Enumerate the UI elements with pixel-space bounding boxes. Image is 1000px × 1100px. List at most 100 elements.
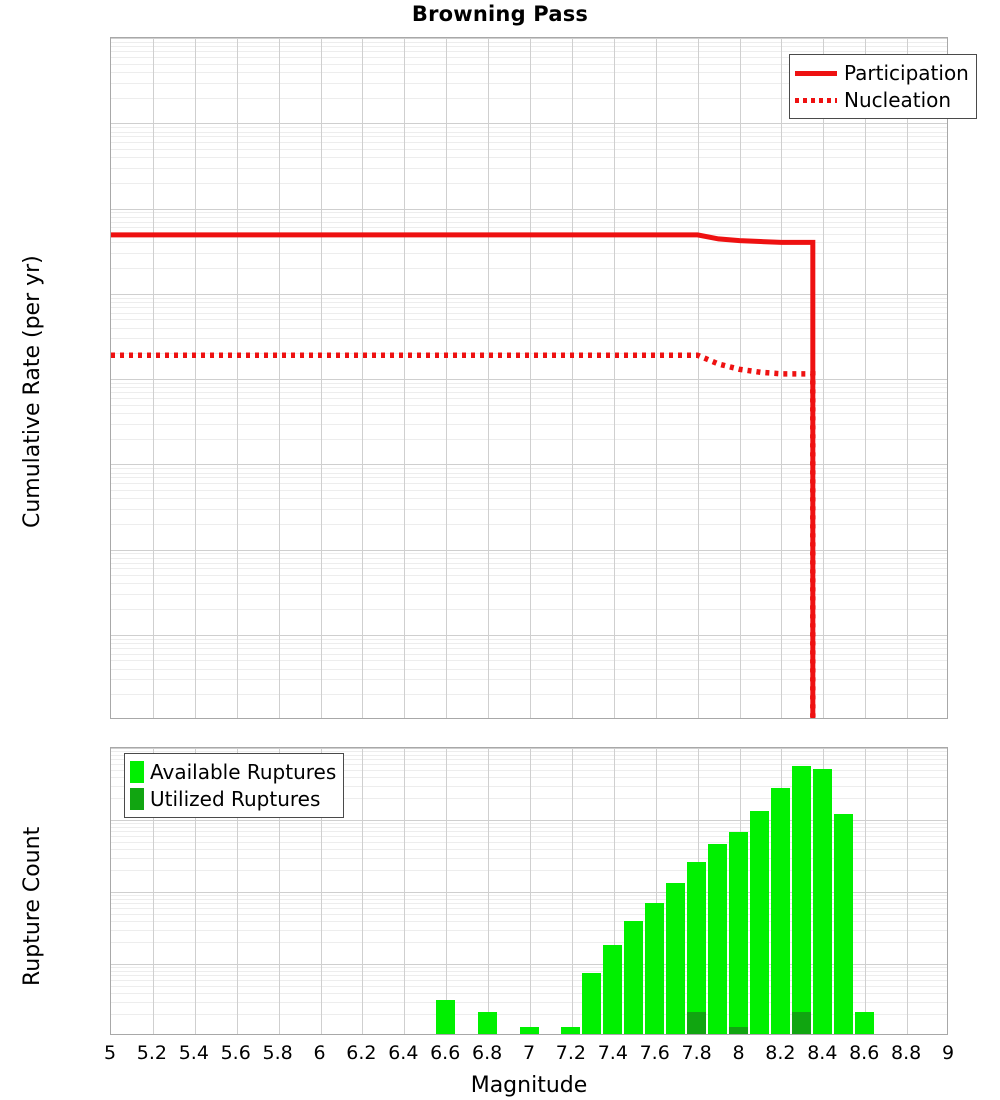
bottom-panel-legend: Available Ruptures Utilized Ruptures [124,753,345,818]
minor-gridline [111,473,947,474]
vertical-gridline [823,38,824,718]
minor-gridline [111,242,947,243]
minor-gridline [111,72,947,73]
legend-swatch-icon [130,760,144,783]
minor-gridline [111,142,947,143]
major-gridline [111,123,947,124]
minor-gridline [111,328,947,329]
minor-gridline [111,639,947,640]
vertical-gridline [362,748,363,1034]
minor-gridline [111,439,947,440]
rupture-bar [603,945,622,1034]
minor-gridline [111,253,947,254]
major-gridline [111,379,947,380]
minor-gridline [111,222,947,223]
x-tick-label: 7.4 [597,1042,628,1064]
x-tick-label: 7 [522,1042,536,1064]
x-tick-label: 7.8 [681,1042,712,1064]
vertical-gridline [362,38,363,718]
minor-gridline [111,583,947,584]
vertical-gridline [530,748,531,1034]
minor-gridline [111,908,947,909]
minor-gridline [111,83,947,84]
minor-gridline [111,942,947,943]
vertical-gridline [572,38,573,718]
rupture-bar [792,766,811,1034]
minor-gridline [111,524,947,525]
minor-gridline [111,764,947,765]
minor-gridline [111,777,947,778]
minor-gridline [111,967,947,968]
x-tick-label: 8.2 [765,1042,796,1064]
vertical-gridline [656,38,657,718]
vertical-gridline [656,748,657,1034]
x-tick-label: 5.8 [262,1042,293,1064]
minor-gridline [111,387,947,388]
rate-curves [111,232,816,718]
minor-gridline [111,993,947,994]
vertical-gridline [195,748,196,1034]
minor-gridline [111,899,947,900]
minor-gridline [111,903,947,904]
minor-gridline [111,212,947,213]
legend-row: Nucleation [795,86,969,113]
vertical-gridline [530,38,531,718]
vertical-gridline [614,38,615,718]
major-gridline [111,964,947,965]
x-tick-label: 7.2 [555,1042,586,1064]
x-tick-label: 6.4 [388,1042,419,1064]
rupture-bar [687,861,706,1034]
major-gridline [111,820,947,821]
vertical-gridline [572,748,573,1034]
utilized-rupture-segment [792,1012,811,1034]
minor-gridline [111,654,947,655]
minor-gridline [111,424,947,425]
x-tick-label: 8.6 [849,1042,880,1064]
rupture-bar [561,1027,580,1034]
minor-gridline [111,870,947,871]
rupture-bar [771,788,790,1034]
minor-gridline [111,383,947,384]
minor-gridline [111,64,947,65]
minor-gridline [111,498,947,499]
major-gridline [111,635,947,636]
minor-gridline [111,468,947,469]
bottom-panel-y-axis-title: Rupture Count [20,826,45,986]
rupture-bar [645,903,664,1034]
rupture-bar [666,883,685,1034]
minor-gridline [111,770,947,771]
legend-swatch-icon [795,93,837,107]
minor-gridline [111,509,947,510]
minor-gridline [111,575,947,576]
rupture-bar [750,811,769,1034]
major-gridline [111,748,947,749]
x-tick-label: 8.8 [890,1042,922,1064]
vertical-gridline [907,748,908,1034]
minor-gridline [111,490,947,491]
vertical-gridline [279,748,280,1034]
rupture-bar [624,921,643,1034]
minor-gridline [111,149,947,150]
minor-gridline [111,694,947,695]
minor-gridline [111,798,947,799]
vertical-gridline [153,748,154,1034]
minor-gridline [111,319,947,320]
minor-gridline [111,827,947,828]
minor-gridline [111,609,947,610]
minor-gridline [111,975,947,976]
vertical-gridline [446,38,447,718]
minor-gridline [111,921,947,922]
minor-gridline [111,268,947,269]
vertical-gridline [321,748,322,1034]
minor-gridline [111,563,947,564]
minor-gridline [111,558,947,559]
minor-gridline [111,679,947,680]
vertical-gridline [488,748,489,1034]
major-gridline [111,294,947,295]
major-gridline [111,550,947,551]
legend-swatch-icon [795,66,837,80]
vertical-gridline [404,748,405,1034]
rupture-bar [582,973,601,1034]
minor-gridline [111,477,947,478]
minor-gridline [111,971,947,972]
